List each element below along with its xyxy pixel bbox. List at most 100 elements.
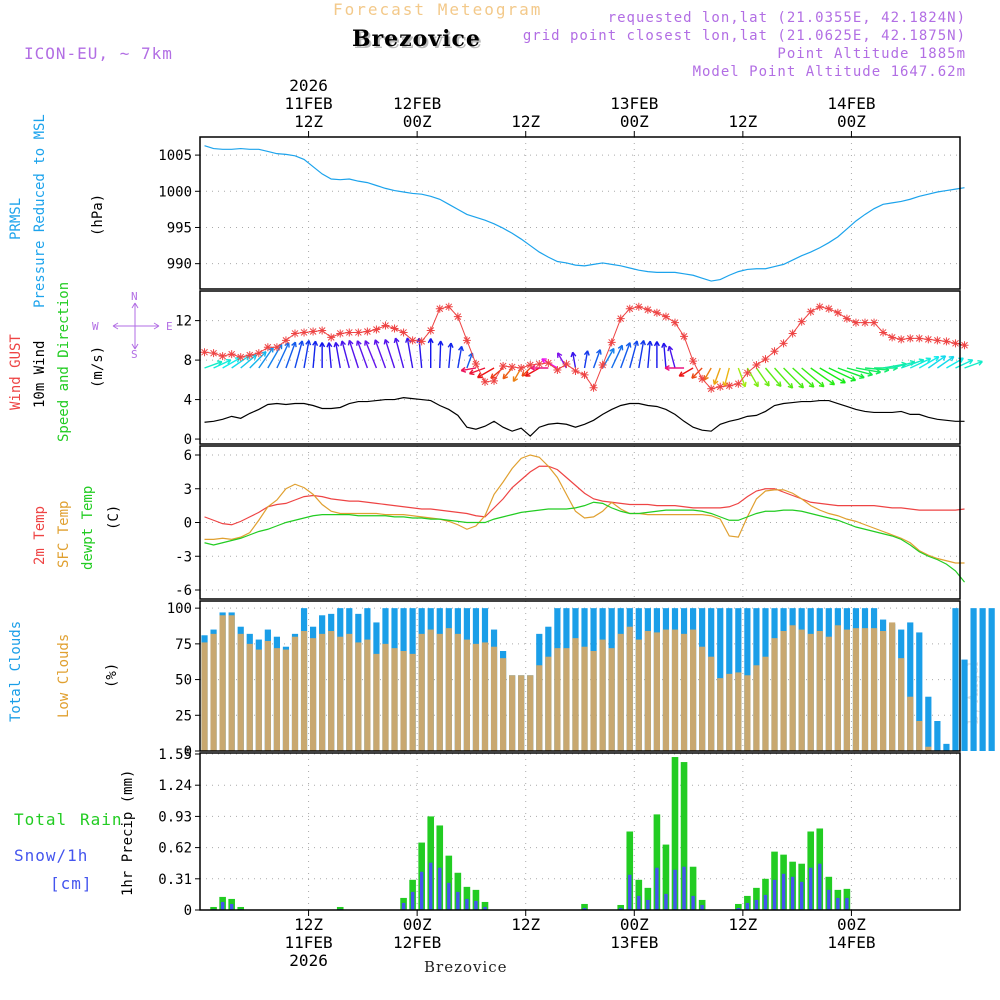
gust-marker	[671, 318, 679, 327]
gust-marker	[716, 382, 725, 391]
top-time-label: 12Z	[728, 112, 757, 131]
gust-marker	[634, 302, 643, 311]
panel-frame	[199, 445, 961, 600]
low-cloud-bar	[843, 629, 851, 751]
low-cloud-bar	[925, 746, 932, 751]
gust-marker	[851, 318, 860, 327]
gust-marker	[535, 360, 544, 369]
wind-arrow	[466, 352, 474, 369]
rain-bar	[237, 906, 245, 910]
gust-marker	[625, 304, 634, 313]
rain-bar	[635, 879, 643, 910]
low-cloud-bar	[364, 639, 371, 751]
wind-arrow	[406, 337, 414, 369]
rain-bar	[762, 878, 769, 910]
t2m-line	[204, 465, 965, 526]
wind-arrow	[294, 340, 303, 369]
snow-bar	[401, 902, 406, 910]
gust-marker	[598, 361, 607, 370]
gust-marker	[399, 328, 408, 337]
wind-arrow	[249, 351, 267, 369]
low-cloud-bar	[427, 629, 434, 751]
wind-arrow	[222, 357, 241, 369]
wind-arrow	[663, 343, 667, 369]
low-cloud-bar	[680, 633, 688, 751]
wind-arrow	[891, 361, 916, 369]
rain-bar	[210, 906, 217, 910]
gust-marker	[508, 363, 517, 372]
wind-arrow	[521, 367, 531, 377]
rain-bar	[626, 831, 634, 910]
wind-arrow-head	[291, 341, 297, 348]
wind-arrow	[668, 346, 676, 369]
wind-arrow-head	[305, 339, 312, 346]
gust-marker	[471, 360, 480, 369]
low-cloud-bar	[518, 675, 525, 751]
compass-rose-icon	[112, 302, 160, 350]
low-cloud-bar	[418, 633, 425, 751]
gust-marker	[734, 379, 743, 388]
sfc-temp-line	[204, 454, 965, 564]
wind-arrow-head	[691, 373, 697, 379]
wind-arrow-head	[347, 339, 354, 346]
wind-arrow-head	[298, 340, 305, 346]
low-cloud-bar	[617, 633, 624, 751]
snow-bar	[736, 907, 741, 910]
gust-marker	[652, 308, 661, 317]
wind10-line	[204, 396, 965, 437]
low-cloud-bar	[590, 651, 597, 751]
gust-marker	[263, 343, 272, 352]
wind-arrow	[502, 367, 513, 380]
gust-marker	[490, 376, 499, 385]
low-cloud-bar	[201, 642, 208, 751]
y-tick-label: 0.62	[158, 841, 192, 857]
bottom-time-label: 12Z	[511, 915, 540, 934]
wind-arrow	[855, 367, 881, 374]
y-tick-label: 8	[184, 353, 192, 369]
gust-marker	[526, 361, 535, 370]
gust-marker	[897, 335, 906, 344]
gust-marker	[861, 318, 869, 327]
total-rain-label-b: Rain	[80, 810, 123, 829]
gust-marker	[643, 305, 652, 314]
low-cloud-bar	[409, 653, 416, 751]
low-cloud-bar	[346, 633, 353, 751]
wind-arrow-head	[798, 382, 805, 389]
top-date-label: 11FEB	[284, 94, 332, 113]
rain-bar	[472, 889, 480, 910]
wind-arrow	[774, 367, 794, 389]
low-cloud-bar	[907, 696, 914, 751]
gust-marker	[906, 334, 915, 343]
wind-arrow	[583, 350, 589, 369]
y-tick-label: -6	[175, 583, 192, 599]
wind-arrow-head	[468, 369, 475, 376]
gust-marker	[444, 302, 453, 311]
wind-arrow-head	[340, 340, 346, 346]
wind-arrow-head	[712, 379, 719, 385]
low-cloud-bar	[509, 675, 516, 751]
wind-arrow-head	[646, 340, 653, 346]
snow-bar	[637, 895, 641, 910]
bottom-time-label: 00Z	[837, 915, 866, 934]
low-cloud-bar	[717, 678, 724, 751]
low-cloud-bar	[898, 658, 905, 751]
snow-bar	[582, 907, 587, 910]
low-cloud-bar	[879, 631, 887, 751]
gust-marker	[481, 377, 489, 386]
low-cloud-bar	[319, 633, 326, 751]
gust-marker	[924, 335, 933, 344]
gust-marker	[743, 368, 752, 377]
low-cloud-bar	[889, 622, 896, 751]
rain-bar	[454, 872, 462, 910]
snow-bar	[836, 897, 840, 910]
top-time-label: 00Z	[837, 112, 866, 131]
low-cloud-bar	[463, 639, 471, 751]
snow-label: Snow/1h	[14, 846, 89, 865]
wind-arrow	[638, 340, 645, 369]
snow-bar	[483, 906, 487, 910]
low-cloud-bar	[219, 615, 226, 751]
snow-bar	[781, 873, 786, 910]
wind-arrow	[204, 361, 223, 369]
wind-arrow	[801, 367, 825, 388]
